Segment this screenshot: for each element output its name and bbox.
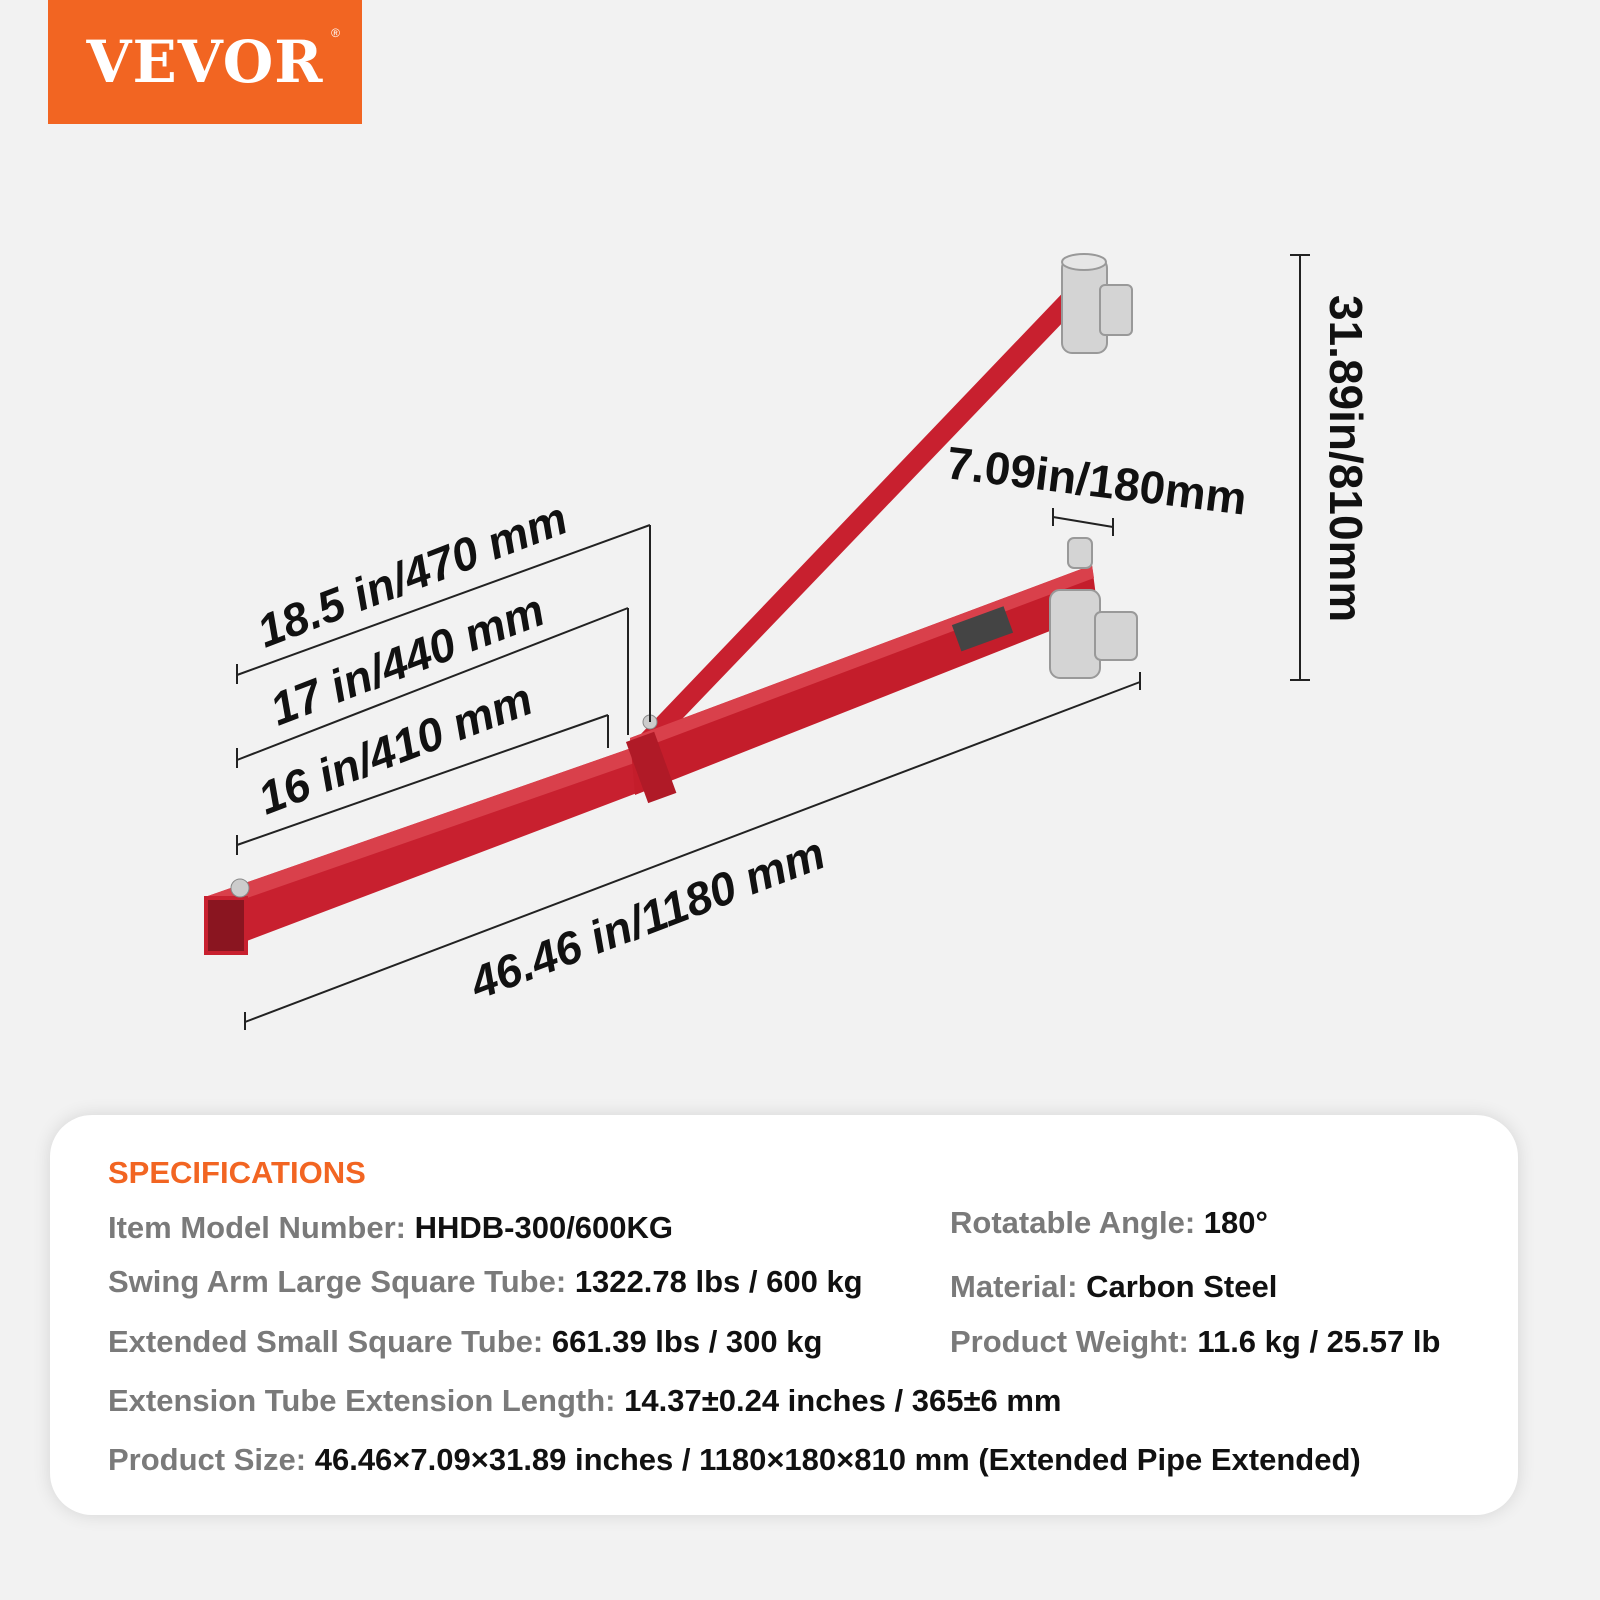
spec-extension-length: Extension Tube Extension Length: 14.37±0… — [108, 1383, 1061, 1419]
registered-mark: ® — [331, 26, 340, 40]
spec-label-plate — [951, 606, 1014, 652]
tube-end-opening — [204, 896, 248, 955]
dimension-lines — [236, 254, 1310, 1030]
specifications-title: SPECIFICATIONS — [108, 1155, 366, 1190]
spec-product-size: Product Size: 46.46×7.09×31.89 inches / … — [108, 1442, 1361, 1478]
spec-label: Material: — [950, 1269, 1078, 1304]
spec-value: Carbon Steel — [1086, 1269, 1278, 1304]
spec-value: 14.37±0.24 inches / 365±6 mm — [624, 1383, 1062, 1418]
tube-collar — [625, 731, 677, 804]
spec-weight: Product Weight: 11.6 kg / 25.57 lb — [950, 1324, 1440, 1360]
spec-model: Item Model Number: HHDB-300/600KG — [108, 1210, 673, 1246]
lower-mount-bracket — [1049, 537, 1138, 679]
diagonal-arm — [640, 280, 1092, 742]
spec-value: 46.46×7.09×31.89 inches / 1180×180×810 m… — [314, 1442, 1361, 1477]
spec-label: Item Model Number: — [108, 1210, 406, 1245]
dim-mount-width: 7.09in/180mm — [944, 436, 1250, 524]
spec-rotatable-angle: Rotatable Angle: 180° — [950, 1205, 1268, 1241]
spec-label: Product Size: — [108, 1442, 307, 1477]
spec-large-tube: Swing Arm Large Square Tube: 1322.78 lbs… — [108, 1264, 863, 1300]
specifications-card: SPECIFICATIONS Item Model Number: HHDB-3… — [50, 1115, 1518, 1515]
spec-value: HHDB-300/600KG — [414, 1210, 674, 1245]
spec-value: 11.6 kg / 25.57 lb — [1197, 1324, 1441, 1359]
vevor-logo: VEVOR ® — [48, 0, 362, 124]
spec-value: 180° — [1203, 1205, 1268, 1240]
spec-label: Extension Tube Extension Length: — [108, 1383, 616, 1418]
spec-label: Extended Small Square Tube: — [108, 1324, 544, 1359]
crane-diagram: 18.5 in/470 mm 17 in/440 mm 16 in/410 mm… — [204, 253, 1372, 1030]
spec-material: Material: Carbon Steel — [950, 1269, 1277, 1305]
spec-small-tube: Extended Small Square Tube: 661.39 lbs /… — [108, 1324, 822, 1360]
dim-height: 31.89in/810mm — [1320, 295, 1372, 622]
spec-value: 661.39 lbs / 300 kg — [551, 1324, 823, 1359]
spec-label: Rotatable Angle: — [950, 1205, 1196, 1240]
logo-text: VEVOR — [86, 28, 324, 96]
spec-label: Swing Arm Large Square Tube: — [108, 1264, 567, 1299]
upper-mount-bracket — [1061, 253, 1133, 354]
spec-label: Product Weight: — [950, 1324, 1189, 1359]
spec-value: 1322.78 lbs / 600 kg — [574, 1264, 863, 1299]
